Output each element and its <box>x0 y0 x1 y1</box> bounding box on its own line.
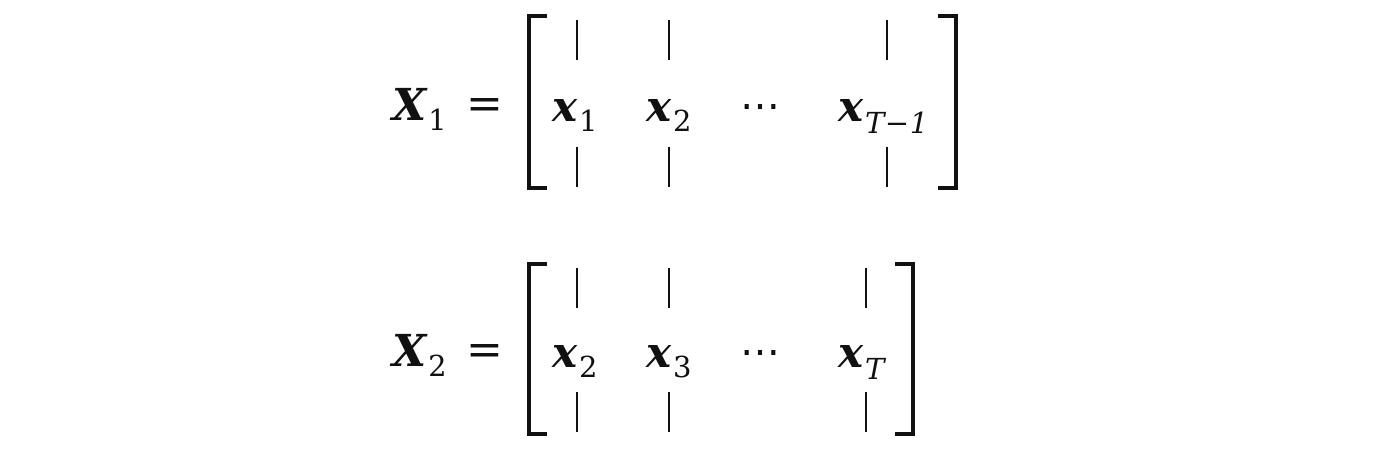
right-bracket <box>895 262 915 436</box>
column-vector-x3: x3 <box>646 332 692 382</box>
vector-subscript: T <box>865 352 885 386</box>
column-rule-bottom <box>576 147 578 187</box>
horizontal-ellipsis: ⋯ <box>740 83 786 129</box>
left-bracket <box>527 14 547 190</box>
equals-sign: = <box>466 78 503 129</box>
column-rule-top <box>668 268 670 308</box>
vector-symbol: x <box>646 328 672 377</box>
lhs-matrix-x1: X1 <box>392 84 447 135</box>
column-vector-x1: x1 <box>552 86 598 136</box>
column-rule-bottom <box>865 392 867 432</box>
column-rule-bottom <box>576 392 578 432</box>
lhs-symbol: X <box>392 80 427 131</box>
vector-subscript: 2 <box>579 350 598 384</box>
column-rule-top <box>668 20 670 60</box>
lhs-matrix-x2: X2 <box>392 330 447 381</box>
equals-sign: = <box>466 324 503 375</box>
column-rule-top <box>576 268 578 308</box>
lhs-symbol: X <box>392 326 427 377</box>
equation-x2: X2 = x2 x3 ⋯ xT <box>0 248 1400 448</box>
vector-subscript: 2 <box>673 104 692 138</box>
lhs-subscript: 2 <box>428 349 447 383</box>
vector-subscript: 3 <box>673 350 692 384</box>
column-rule-bottom <box>668 147 670 187</box>
column-rule-bottom <box>886 147 888 187</box>
column-vector-x2: x2 <box>552 332 598 382</box>
column-vector-x2: x2 <box>646 86 692 136</box>
vector-symbol: x <box>646 82 672 131</box>
right-bracket <box>938 14 958 190</box>
column-vector-xt: xT <box>838 332 885 384</box>
horizontal-ellipsis: ⋯ <box>740 329 786 375</box>
column-vector-xt-minus-1: xT−1 <box>838 86 929 138</box>
left-bracket <box>527 262 547 436</box>
vector-symbol: x <box>838 328 864 377</box>
vector-symbol: x <box>552 328 578 377</box>
column-rule-top <box>576 20 578 60</box>
equation-x1: X1 = x1 x2 ⋯ xT−1 <box>0 0 1400 210</box>
column-rule-bottom <box>668 392 670 432</box>
column-rule-top <box>865 268 867 308</box>
vector-symbol: x <box>838 82 864 131</box>
lhs-subscript: 1 <box>428 103 447 137</box>
vector-symbol: x <box>552 82 578 131</box>
column-rule-top <box>886 20 888 60</box>
vector-subscript: 1 <box>579 104 598 138</box>
vector-subscript: T−1 <box>865 106 929 140</box>
